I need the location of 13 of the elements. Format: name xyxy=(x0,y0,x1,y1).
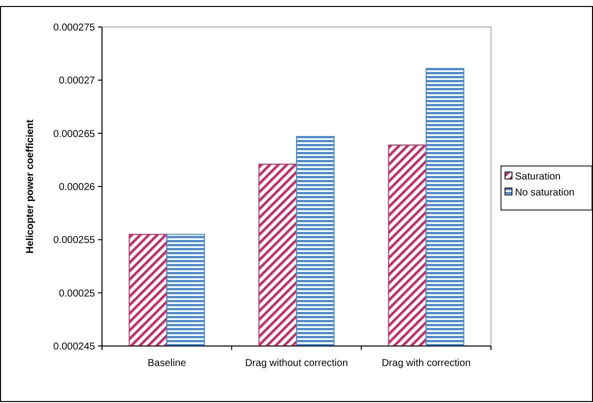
x-tick-label: Drag without correction xyxy=(245,358,348,369)
y-axis-title: Helicopter power coefficient xyxy=(25,118,36,254)
y-tick-label: 0.00027 xyxy=(58,76,96,87)
legend-label: No saturation xyxy=(515,188,574,198)
y-tick-label: 0.000255 xyxy=(53,235,96,246)
x-tick-label: Drag with correction xyxy=(382,358,471,369)
y-tick-label: 0.000265 xyxy=(53,128,96,140)
y-tick-label: 0.00026 xyxy=(58,182,96,193)
y-tick-label: 0.000245 xyxy=(53,342,96,352)
x-tick-label: Baseline xyxy=(148,358,186,369)
y-tick-label: 0.00025 xyxy=(58,288,96,300)
legend-label: Saturation xyxy=(515,172,561,182)
y-tick-label: 0.000275 xyxy=(53,22,96,34)
